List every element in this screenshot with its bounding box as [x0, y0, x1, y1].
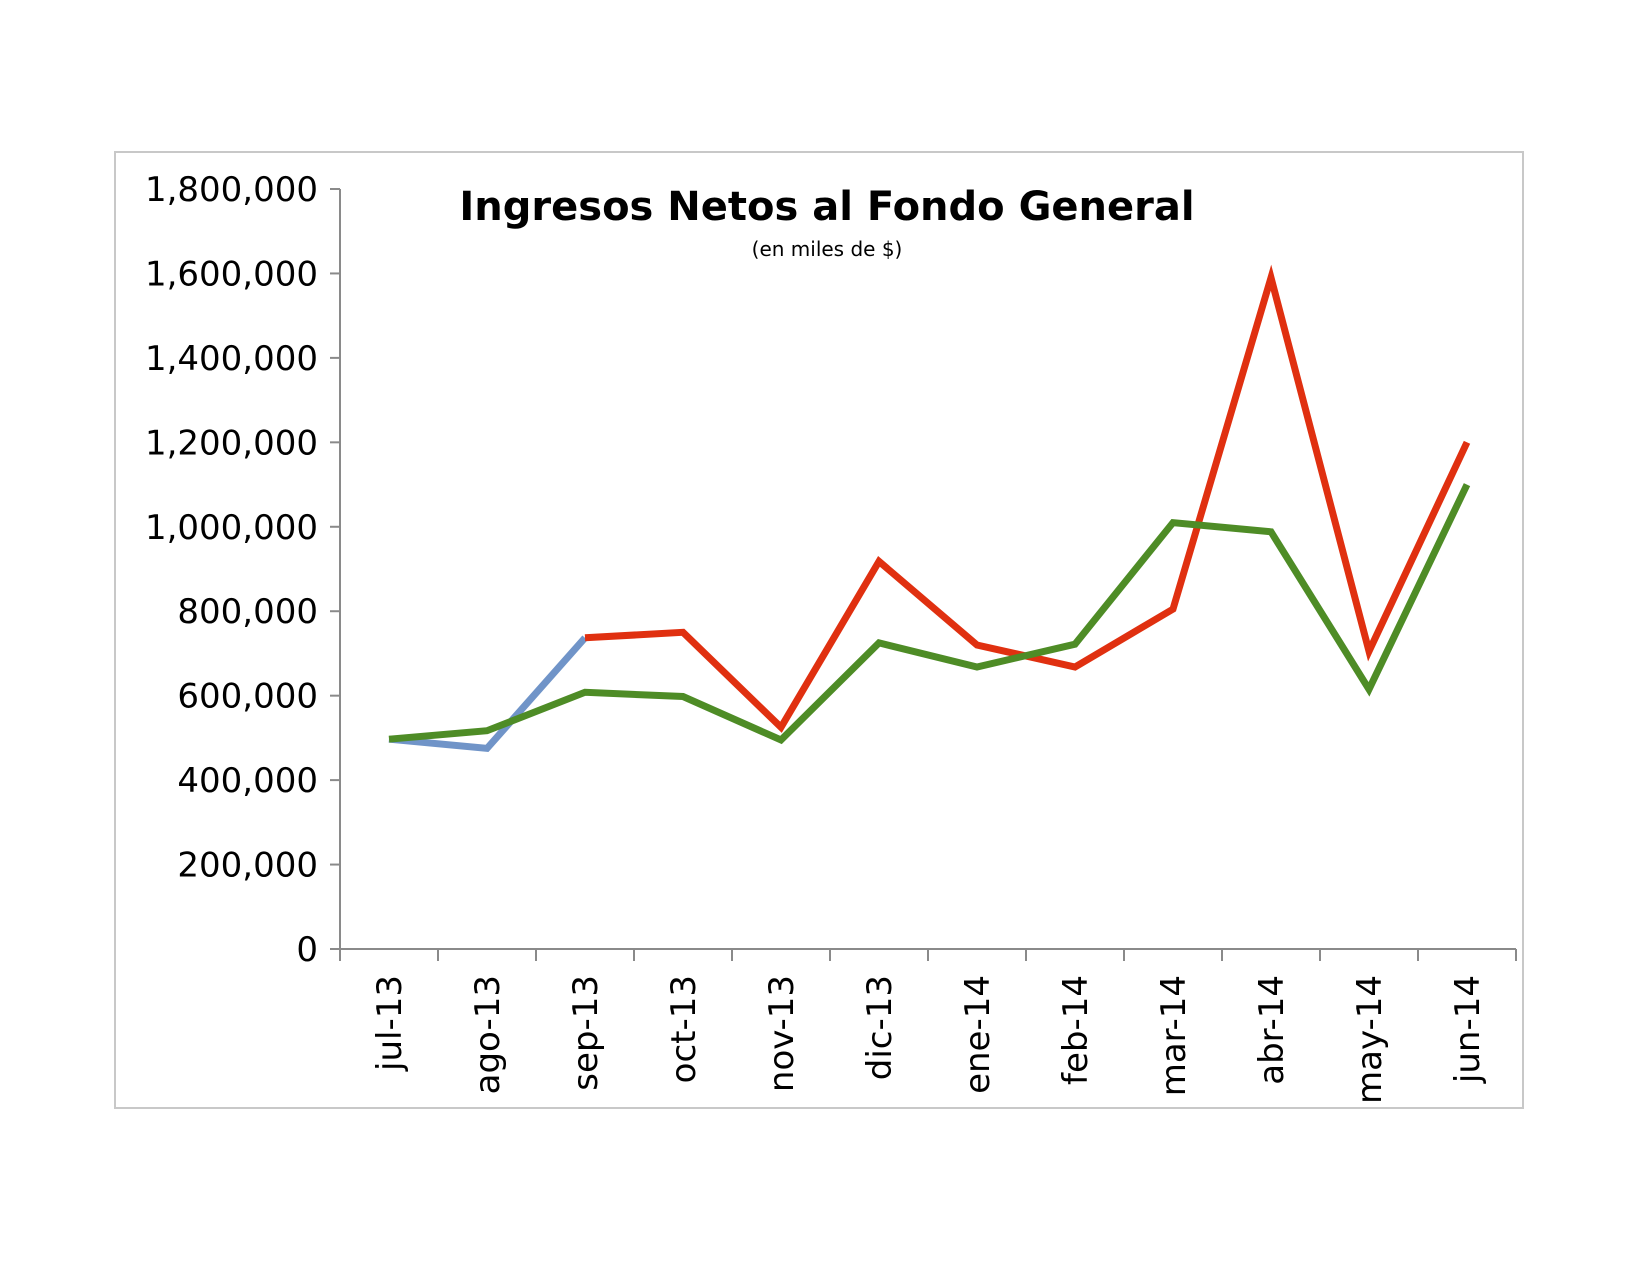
- y-tick-label: 1,200,000: [145, 423, 318, 463]
- axes: 0 200,000 400,000 600,000 800,000 1,000,000 1,…: [145, 170, 1517, 1104]
- x-tick-label: ene-14: [958, 975, 998, 1094]
- chart-frame: Ingresos Netos al Fondo General (en mile…: [114, 151, 1524, 1109]
- y-tick-label: 0: [296, 930, 318, 970]
- y-tick-label: 1,800,000: [145, 170, 318, 210]
- y-tick-label: 800,000: [177, 592, 318, 632]
- x-tick-label: feb-14: [1056, 975, 1096, 1085]
- y-tick-label: 1,000,000: [145, 508, 318, 548]
- chart-title: Ingresos Netos al Fondo General: [459, 184, 1194, 230]
- chart-subtitle: (en miles de $): [752, 237, 903, 261]
- x-tick-label: jun-14: [1448, 975, 1488, 1084]
- series-layer: [388, 264, 1471, 753]
- y-tick-label: 1,600,000: [145, 254, 318, 294]
- series-line-3: [388, 483, 1471, 745]
- line-chart: Ingresos Netos al Fondo General (en mile…: [145, 170, 1517, 1104]
- y-tick-label: 1,400,000: [145, 339, 318, 379]
- y-tick-label: 400,000: [177, 761, 318, 801]
- x-tick-label: jul-13: [370, 975, 410, 1072]
- x-tick-label: abr-14: [1252, 975, 1292, 1085]
- x-tick-label: oct-13: [664, 975, 704, 1083]
- y-tick-label: 600,000: [177, 677, 318, 717]
- x-tick-label: nov-13: [762, 975, 802, 1092]
- x-tick-label: ago-13: [468, 975, 508, 1094]
- x-tick-label: mar-14: [1154, 975, 1194, 1096]
- series-line-2: [584, 264, 1471, 733]
- x-tick-label: sep-13: [566, 975, 606, 1091]
- x-tick-label: dic-13: [860, 975, 900, 1080]
- y-tick-label: 200,000: [177, 846, 318, 886]
- x-tick-label: may-14: [1350, 975, 1390, 1104]
